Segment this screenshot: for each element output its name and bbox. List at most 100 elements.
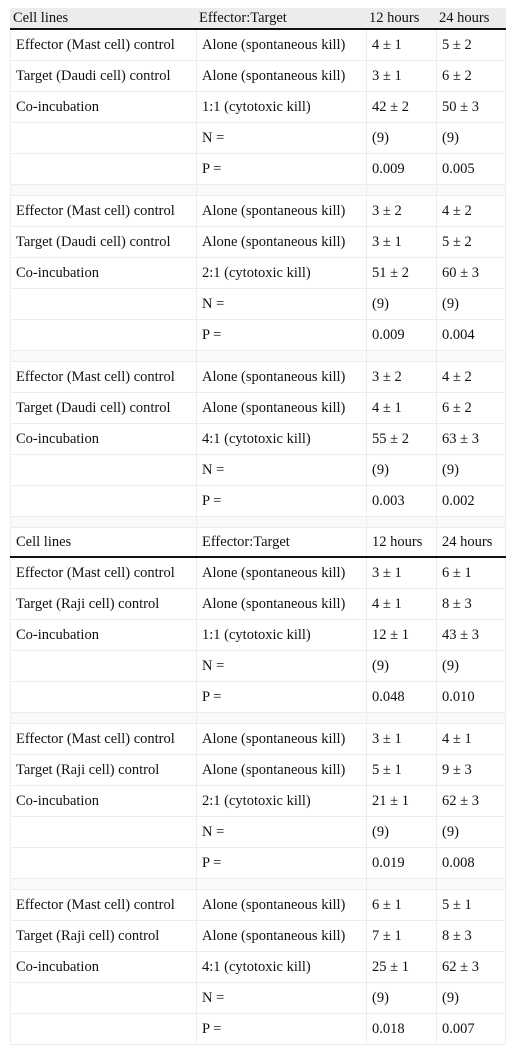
table-row: N = (9) (9) xyxy=(10,122,506,154)
effector-target-ratio-cell: N = xyxy=(196,982,367,1014)
cell-line-cell xyxy=(10,982,197,1014)
value-12-hours-cell: 0.009 xyxy=(366,153,437,185)
cell-line-cell xyxy=(10,153,197,185)
effector-target-ratio-cell: P = xyxy=(196,681,367,713)
value-12-hours-cell: (9) xyxy=(366,454,437,486)
header-row-daudi: Cell lines Effector:Target 12 hours 24 h… xyxy=(10,8,506,30)
spacer-cell xyxy=(10,350,197,362)
cell-line-cell: Co-incubation xyxy=(10,91,197,123)
group-spacer-row xyxy=(10,184,506,196)
value-24-hours-cell: 5 ± 2 xyxy=(436,28,506,61)
value-24-hours-cell: 0.004 xyxy=(436,319,506,351)
value-12-hours-cell: 3 ± 2 xyxy=(366,361,437,393)
cell-line-cell: Effector (Mast cell) control xyxy=(10,195,197,227)
table-row: Effector (Mast cell) control Alone (spont… xyxy=(10,361,506,393)
effector-target-ratio-cell: P = xyxy=(196,847,367,879)
value-24-hours-cell: (9) xyxy=(436,288,506,320)
spacer-cell xyxy=(196,516,367,528)
effector-target-ratio-cell: N = xyxy=(196,454,367,486)
value-12-hours-cell: (9) xyxy=(366,288,437,320)
value-12-hours-cell: 4 ± 1 xyxy=(366,588,437,620)
value-12-hours-cell: 6 ± 1 xyxy=(366,889,437,921)
value-12-hours-cell: 0.009 xyxy=(366,319,437,351)
value-12-hours-cell: 51 ± 2 xyxy=(366,257,437,289)
effector-target-ratio-cell: 2:1 (cytotoxic kill) xyxy=(196,257,367,289)
effector-target-ratio-cell: N = xyxy=(196,816,367,848)
value-12-hours-cell: 7 ± 1 xyxy=(366,920,437,952)
table-row: Target (Raji cell) control Alone (spontan… xyxy=(10,920,506,952)
header-24-hours: 24 hours xyxy=(436,527,506,558)
value-12-hours-cell: 4 ± 1 xyxy=(366,28,437,61)
value-24-hours-cell: (9) xyxy=(436,816,506,848)
spacer-cell xyxy=(436,516,506,528)
table-body: Cell lines Effector:Target 12 hours 24 h… xyxy=(10,8,506,1045)
value-24-hours-cell: 9 ± 3 xyxy=(436,754,506,786)
spacer-cell xyxy=(196,184,367,196)
value-12-hours-cell: 4 ± 1 xyxy=(366,392,437,424)
cell-line-cell: Co-incubation xyxy=(10,257,197,289)
cell-line-cell: Effector (Mast cell) control xyxy=(10,723,197,755)
header-cell-lines: Cell lines xyxy=(10,527,197,558)
table-row: P = 0.018 0.007 xyxy=(10,1013,506,1045)
table-row: N = (9) (9) xyxy=(10,650,506,682)
value-12-hours-cell: 12 ± 1 xyxy=(366,619,437,651)
table-row: Effector (Mast cell) control Alone (spont… xyxy=(10,723,506,755)
table-row: P = 0.009 0.005 xyxy=(10,153,506,185)
table-row: N = (9) (9) xyxy=(10,454,506,486)
spacer-cell xyxy=(436,712,506,724)
effector-target-ratio-cell: N = xyxy=(196,650,367,682)
value-12-hours-cell: 0.003 xyxy=(366,485,437,517)
cell-line-cell: Target (Raji cell) control xyxy=(10,920,197,952)
effector-target-ratio-cell: Alone (spontaneous kill) xyxy=(196,889,367,921)
effector-target-ratio-cell: Alone (spontaneous kill) xyxy=(196,723,367,755)
cell-line-cell xyxy=(10,1013,197,1045)
value-12-hours-cell: (9) xyxy=(366,650,437,682)
effector-target-ratio-cell: Alone (spontaneous kill) xyxy=(196,361,367,393)
cell-line-cell: Co-incubation xyxy=(10,951,197,983)
spacer-cell xyxy=(196,878,367,890)
value-24-hours-cell: 0.010 xyxy=(436,681,506,713)
value-12-hours-cell: 0.048 xyxy=(366,681,437,713)
cell-line-cell xyxy=(10,319,197,351)
effector-target-ratio-cell: Alone (spontaneous kill) xyxy=(196,754,367,786)
table-row: P = 0.003 0.002 xyxy=(10,485,506,517)
table-row: Target (Daudi cell) control Alone (sponta… xyxy=(10,226,506,258)
effector-target-ratio-cell: Alone (spontaneous kill) xyxy=(196,588,367,620)
value-24-hours-cell: (9) xyxy=(436,454,506,486)
cell-line-cell: Effector (Mast cell) control xyxy=(10,361,197,393)
table-row: Target (Raji cell) control Alone (spontan… xyxy=(10,754,506,786)
spacer-cell xyxy=(436,184,506,196)
cell-line-cell xyxy=(10,847,197,879)
group-spacer-row xyxy=(10,516,506,528)
cell-line-cell: Effector (Mast cell) control xyxy=(10,889,197,921)
effector-target-ratio-cell: Alone (spontaneous kill) xyxy=(196,226,367,258)
header-24-hours: 24 hours xyxy=(436,8,506,30)
effector-target-ratio-cell: P = xyxy=(196,319,367,351)
table-row: N = (9) (9) xyxy=(10,288,506,320)
header-cell-lines: Cell lines xyxy=(10,8,197,30)
value-24-hours-cell: 8 ± 3 xyxy=(436,588,506,620)
value-24-hours-cell: 43 ± 3 xyxy=(436,619,506,651)
value-24-hours-cell: 0.007 xyxy=(436,1013,506,1045)
spacer-cell xyxy=(10,878,197,890)
cell-line-cell: Target (Raji cell) control xyxy=(10,754,197,786)
value-24-hours-cell: 4 ± 2 xyxy=(436,195,506,227)
value-12-hours-cell: 3 ± 1 xyxy=(366,556,437,589)
cell-line-cell: Target (Daudi cell) control xyxy=(10,226,197,258)
value-24-hours-cell: 6 ± 2 xyxy=(436,60,506,92)
table-row: P = 0.048 0.010 xyxy=(10,681,506,713)
effector-target-ratio-cell: 4:1 (cytotoxic kill) xyxy=(196,423,367,455)
cell-line-cell: Target (Daudi cell) control xyxy=(10,392,197,424)
spacer-cell xyxy=(366,878,437,890)
value-12-hours-cell: (9) xyxy=(366,816,437,848)
spacer-cell xyxy=(196,350,367,362)
table-row: P = 0.019 0.008 xyxy=(10,847,506,879)
effector-target-ratio-cell: Alone (spontaneous kill) xyxy=(196,392,367,424)
value-12-hours-cell: (9) xyxy=(366,122,437,154)
value-24-hours-cell: (9) xyxy=(436,122,506,154)
cell-line-cell xyxy=(10,122,197,154)
cell-line-cell xyxy=(10,681,197,713)
effector-target-ratio-cell: Alone (spontaneous kill) xyxy=(196,195,367,227)
